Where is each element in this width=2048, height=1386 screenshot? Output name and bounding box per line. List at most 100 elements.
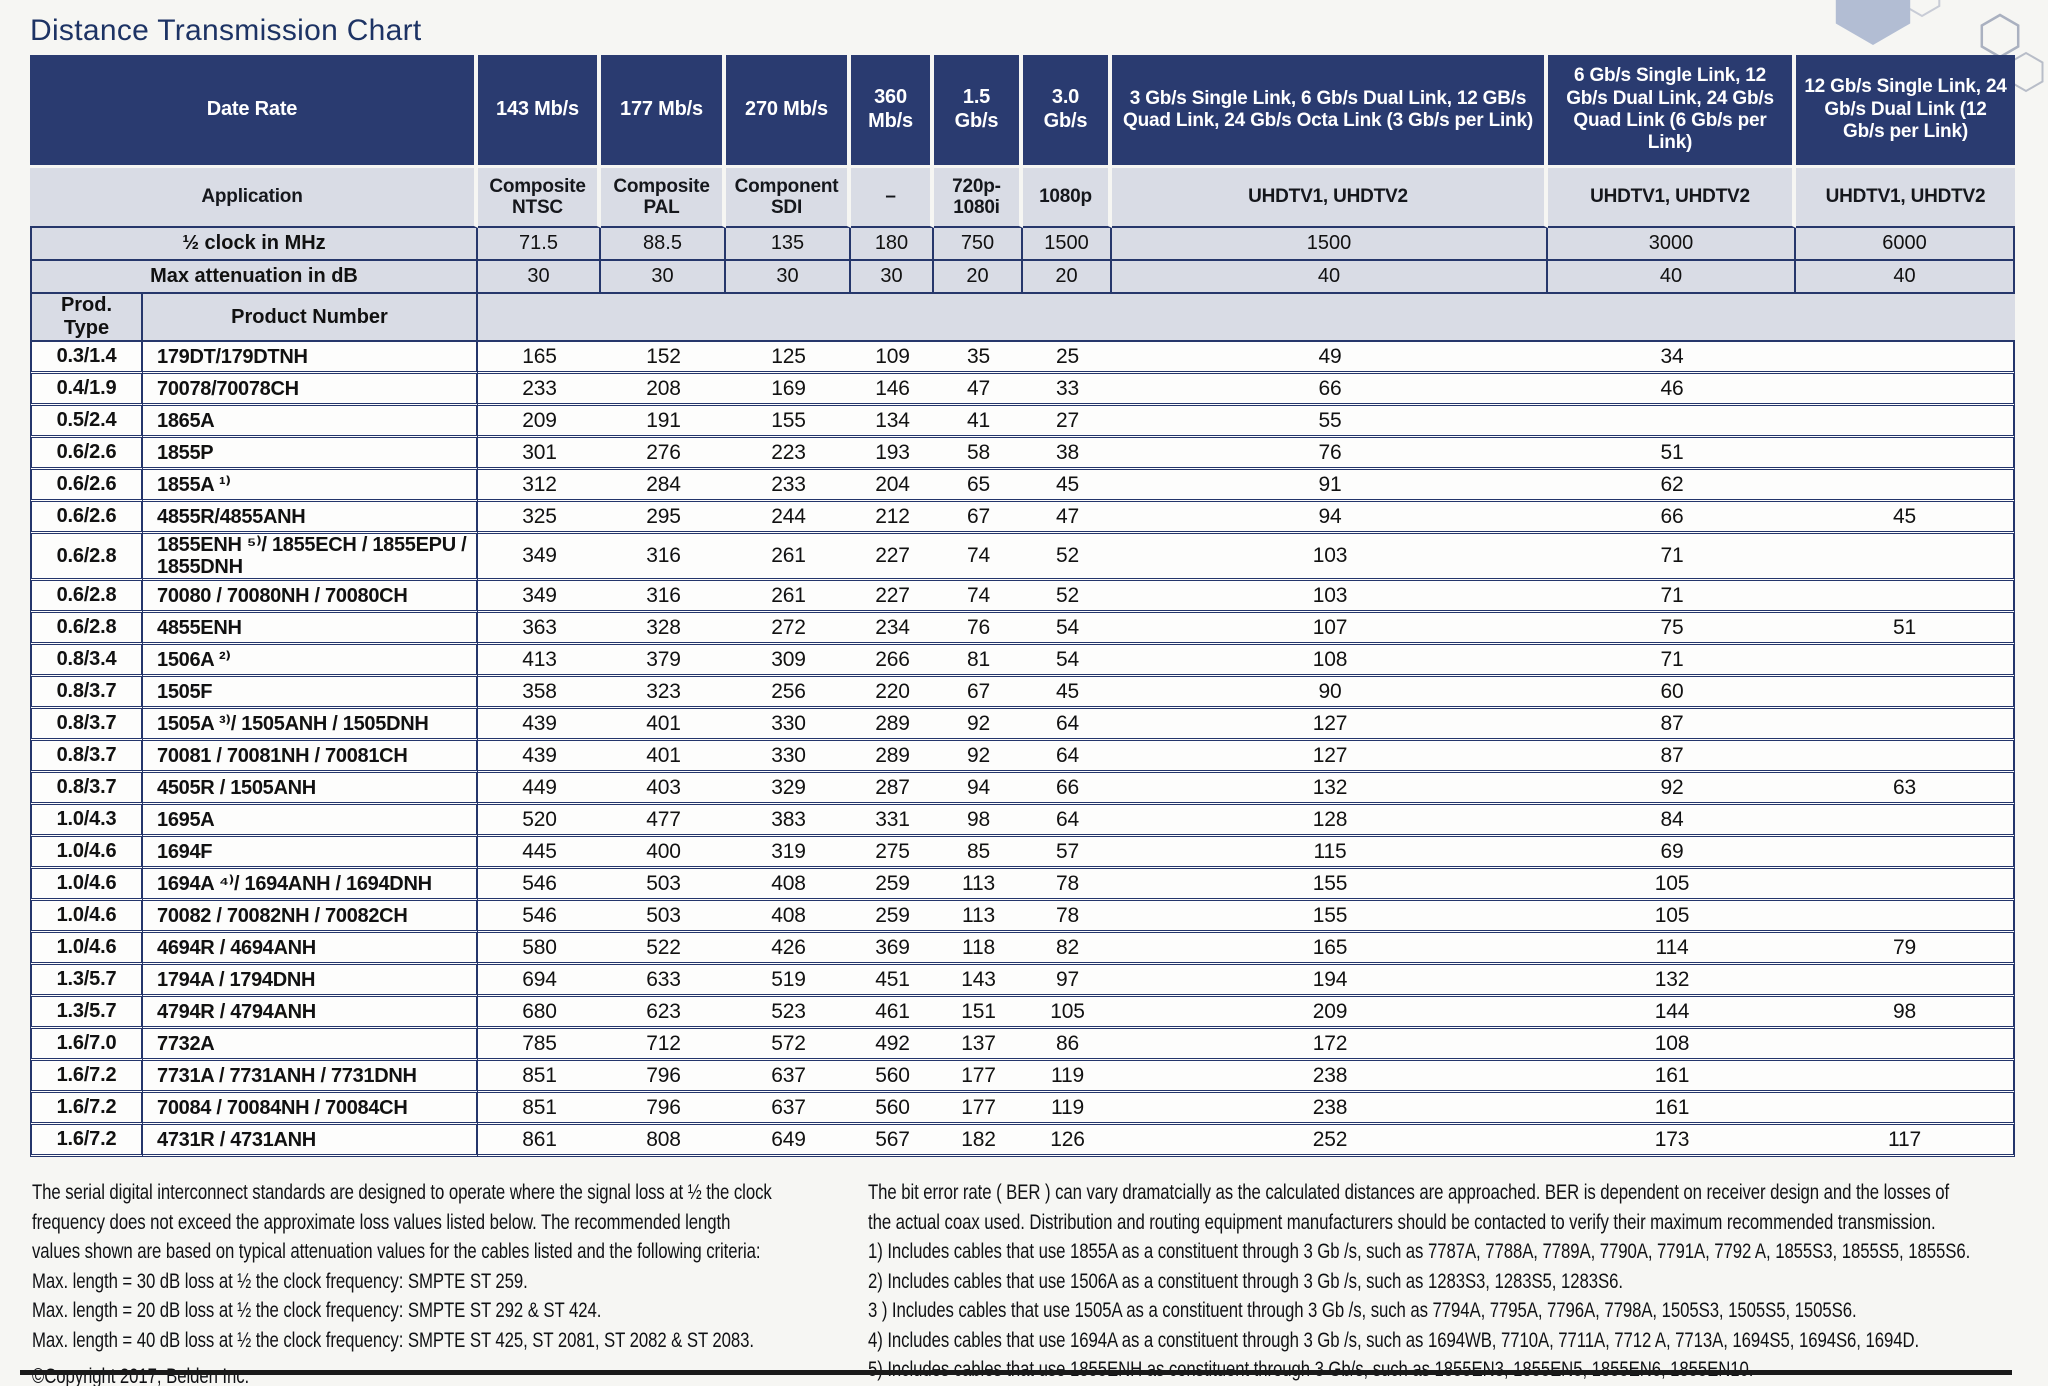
product-number-cell: 1794A / 1794DNH: [143, 965, 478, 997]
distance-value-cell: 66: [1023, 773, 1112, 805]
prod-type-cell: 0.3/1.4: [30, 342, 143, 374]
distance-value-cell: 94: [1112, 502, 1548, 534]
distance-value-cell: 46: [1548, 374, 1796, 406]
distance-value-cell: 65: [934, 470, 1023, 502]
product-number-cell: 70080 / 70080NH / 70080CH: [143, 581, 478, 613]
prod-type-cell: 0.6/2.6: [30, 502, 143, 534]
distance-value-cell: [1796, 581, 2015, 613]
table-row: 0.6/2.8 70080 / 70080NH / 70080CH 349 316 26…: [30, 581, 2015, 613]
prod-type-cell: 0.8/3.7: [30, 709, 143, 741]
distance-value-cell: 301: [478, 438, 601, 470]
distance-value-cell: [1796, 1029, 2015, 1061]
table-row: 1.0/4.3 1695A 520 477 383 331 98 64 128 84: [30, 805, 2015, 837]
distance-value-cell: 259: [851, 869, 934, 901]
prod-type-cell: 0.6/2.6: [30, 438, 143, 470]
distance-value-cell: 105: [1023, 997, 1112, 1029]
distance-value-cell: 47: [1023, 502, 1112, 534]
distance-value-cell: 161: [1548, 1093, 1796, 1125]
distance-value-cell: 861: [478, 1125, 601, 1157]
prod-type-cell: 1.6/7.2: [30, 1125, 143, 1157]
distance-value-cell: 426: [726, 933, 851, 965]
distance-value-cell: 75: [1548, 613, 1796, 645]
distance-value-cell: [1796, 741, 2015, 773]
prod-type-cell: 1.3/5.7: [30, 965, 143, 997]
half-clock-cell: 750: [934, 228, 1023, 261]
distance-value-cell: 98: [934, 805, 1023, 837]
prod-type-cell: 1.6/7.0: [30, 1029, 143, 1061]
date-rate-label: Date Rate: [30, 55, 478, 168]
distance-value-cell: 64: [1023, 805, 1112, 837]
distance-value-cell: 52: [1023, 534, 1112, 581]
distance-value-cell: [1796, 1093, 2015, 1125]
table-row: 0.4/1.9 70078/70078CH 233 208 169 146 47 33 66 46: [30, 374, 2015, 406]
distance-value-cell: [1796, 342, 2015, 374]
max-attenuation-cell: 30: [851, 261, 934, 294]
column-header: 177 Mb/s: [601, 55, 726, 168]
max-attenuation-label: Max attenuation in dB: [30, 261, 478, 294]
table-row: 0.6/2.6 1855P 301 276 223 193 58 38 76 51: [30, 438, 2015, 470]
distance-value-cell: 284: [601, 470, 726, 502]
table-row: 1.3/5.7 1794A / 1794DNH 694 633 519 451 143 97 1…: [30, 965, 2015, 997]
distance-value-cell: [1796, 805, 2015, 837]
distance-value-cell: 379: [601, 645, 726, 677]
table-row: 1.0/4.6 70082 / 70082NH / 70082CH 546 503 40…: [30, 901, 2015, 933]
table-row: 0.6/2.6 4855R/4855ANH 325 295 244 212 67 47 94 66…: [30, 502, 2015, 534]
distance-value-cell: 66: [1548, 502, 1796, 534]
distance-value-cell: 851: [478, 1093, 601, 1125]
product-number-cell: 1694A ⁴⁾/ 1694ANH / 1694DNH: [143, 869, 478, 901]
distance-value-cell: [1796, 438, 2015, 470]
max-attenuation-cell: 20: [934, 261, 1023, 294]
product-number-cell: 1506A ²⁾: [143, 645, 478, 677]
distance-value-cell: 401: [601, 741, 726, 773]
distance-value-cell: 439: [478, 709, 601, 741]
distance-value-cell: 172: [1112, 1029, 1548, 1061]
distance-value-cell: 91: [1112, 470, 1548, 502]
distance-value-cell: 209: [478, 406, 601, 438]
product-number-cell: 7731A / 7731ANH / 7731DNH: [143, 1061, 478, 1093]
distance-value-cell: 492: [851, 1029, 934, 1061]
distance-value-cell: 35: [934, 342, 1023, 374]
distance-value-cell: 449: [478, 773, 601, 805]
application-cell: UHDTV1, UHDTV2: [1548, 168, 1796, 228]
distance-value-cell: 275: [851, 837, 934, 869]
product-number-cell: 70084 / 70084NH / 70084CH: [143, 1093, 478, 1125]
distance-value-cell: 261: [726, 581, 851, 613]
table-row: 0.8/3.7 1505A ³⁾/ 1505ANH / 1505DNH 439 401…: [30, 709, 2015, 741]
prod-type-cell: 1.0/4.3: [30, 805, 143, 837]
distance-value-cell: 323: [601, 677, 726, 709]
distance-value-cell: 132: [1112, 773, 1548, 805]
distance-value-cell: 114: [1548, 933, 1796, 965]
prod-type-cell: 0.8/3.7: [30, 773, 143, 805]
table-row: 1.0/4.6 1694A ⁴⁾/ 1694ANH / 1694DNH 546 503…: [30, 869, 2015, 901]
product-rows: 0.3/1.4 179DT/179DTNH 165 152 125 109 35 25 49 34…: [30, 342, 2015, 1157]
distance-value-cell: 74: [934, 534, 1023, 581]
distance-value-cell: 233: [726, 470, 851, 502]
copyright-line: ©Copyright 2017, Belden Inc.: [32, 1364, 250, 1386]
application-cell: 720p-1080i: [934, 168, 1023, 228]
application-cell: –: [851, 168, 934, 228]
distance-value-cell: 694: [478, 965, 601, 997]
half-clock-cell: 88.5: [601, 228, 726, 261]
product-number-cell: 179DT/179DTNH: [143, 342, 478, 374]
distance-value-cell: 143: [934, 965, 1023, 997]
distance-value-cell: [1796, 470, 2015, 502]
distance-value-cell: 165: [1112, 933, 1548, 965]
distance-value-cell: 144: [1548, 997, 1796, 1029]
prod-type-cell: 0.4/1.9: [30, 374, 143, 406]
footnote-line: 1) Includes cables that use 1855A as a c…: [868, 1239, 1971, 1263]
distance-value-cell: 244: [726, 502, 851, 534]
table-row: 1.0/4.6 4694R / 4694ANH 580 522 426 369 118 82 1…: [30, 933, 2015, 965]
table-row: 0.8/3.7 1505F 358 323 256 220 67 45 90 60: [30, 677, 2015, 709]
distance-value-cell: 503: [601, 901, 726, 933]
table-row: 0.8/3.7 70081 / 70081NH / 70081CH 439 401 33…: [30, 741, 2015, 773]
distance-value-cell: 82: [1023, 933, 1112, 965]
distance-value-cell: 54: [1023, 645, 1112, 677]
prod-type-cell: 1.0/4.6: [30, 837, 143, 869]
table-row: 0.6/2.8 1855ENH ⁵⁾/ 1855ECH / 1855EPU / 1…: [30, 534, 2015, 581]
table-row: 0.6/2.8 4855ENH 363 328 272 234 76 54 107 75 51: [30, 613, 2015, 645]
table-row: 0.6/2.6 1855A ¹⁾ 312 284 233 204 65 45 91 62: [30, 470, 2015, 502]
half-clock-cell: 1500: [1023, 228, 1112, 261]
application-cell: UHDTV1, UHDTV2: [1796, 168, 2015, 228]
distance-value-cell: 161: [1548, 1061, 1796, 1093]
